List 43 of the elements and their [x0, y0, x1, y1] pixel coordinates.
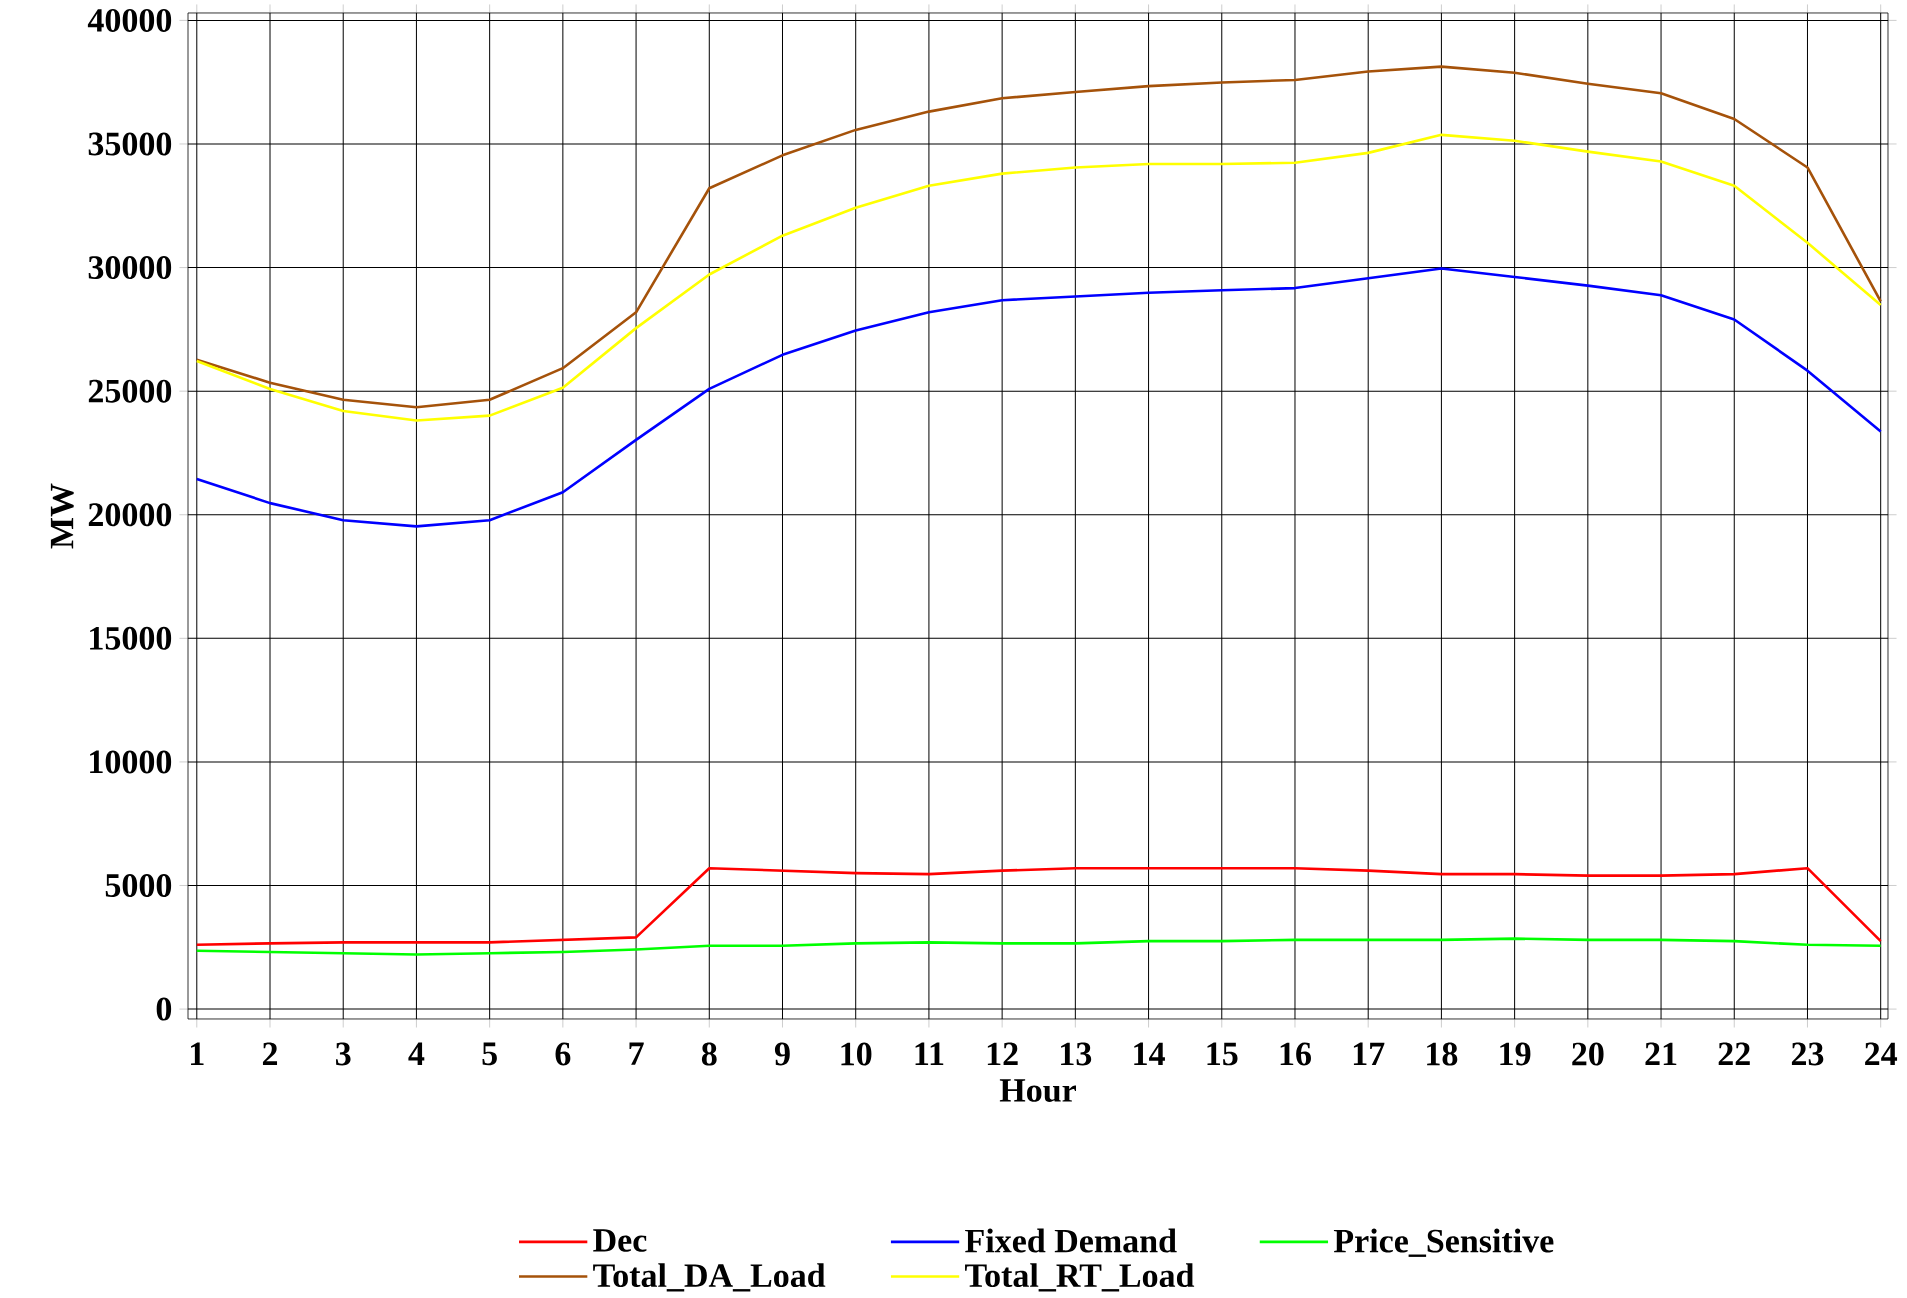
x-tick-label: 18 [1427, 1042, 1458, 1066]
x-tick-label: 24 [1865, 1042, 1898, 1066]
x-tick-label: 16 [1280, 1042, 1311, 1066]
x-tick-label: 7 [629, 1042, 644, 1065]
x-tick-label: 13 [1061, 1042, 1092, 1066]
legend-label: Total_DA_Load [593, 1263, 826, 1292]
x-tick-label: 21 [1645, 1042, 1677, 1066]
x-tick-label: 9 [774, 1042, 790, 1066]
x-axis-title: Hour [999, 1079, 1076, 1103]
y-tick-label: 5000 [105, 874, 172, 898]
x-tick-label: 2 [262, 1042, 278, 1066]
x-tick-label: 15 [1207, 1042, 1238, 1066]
legend-label: Price_Sensitive [1333, 1228, 1554, 1258]
y-tick-label: 0 [156, 997, 172, 1021]
x-tick-label: 22 [1718, 1042, 1750, 1066]
x-tick-label: 17 [1353, 1042, 1385, 1066]
x-tick-label: 20 [1572, 1042, 1604, 1066]
y-axis-title: MW [50, 483, 74, 549]
x-tick-label: 14 [1134, 1042, 1165, 1066]
x-tick-label: 19 [1500, 1042, 1531, 1066]
x-tick-label: 12 [987, 1042, 1018, 1066]
line-series [195, 267, 1882, 528]
y-tick-label: 40000 [87, 9, 172, 32]
x-tick-label: 5 [482, 1042, 497, 1066]
legend-label: Dec [593, 1229, 647, 1252]
x-tick-label: 23 [1791, 1042, 1824, 1066]
x-tick-label: 4 [408, 1042, 425, 1066]
y-tick-label: 35000 [88, 132, 172, 156]
line-series [195, 65, 1882, 409]
y-tick-label: 25000 [88, 379, 172, 403]
y-tick-label: 30000 [88, 256, 172, 280]
line-series [195, 133, 1882, 422]
x-tick-label: 3 [336, 1042, 351, 1066]
x-tick-label: 6 [555, 1042, 571, 1066]
x-tick-label: 10 [841, 1042, 872, 1066]
x-tick-label: 11 [915, 1042, 944, 1066]
y-tick-label: 15000 [90, 626, 172, 650]
x-tick-label: 1 [191, 1042, 204, 1066]
y-tick-label: 10000 [90, 750, 172, 774]
x-tick-label: 8 [701, 1042, 717, 1066]
y-tick-label: 20000 [88, 503, 172, 527]
legend-label: Fixed Demand [965, 1228, 1177, 1253]
legend-label: Total_RT_Load [965, 1263, 1195, 1292]
